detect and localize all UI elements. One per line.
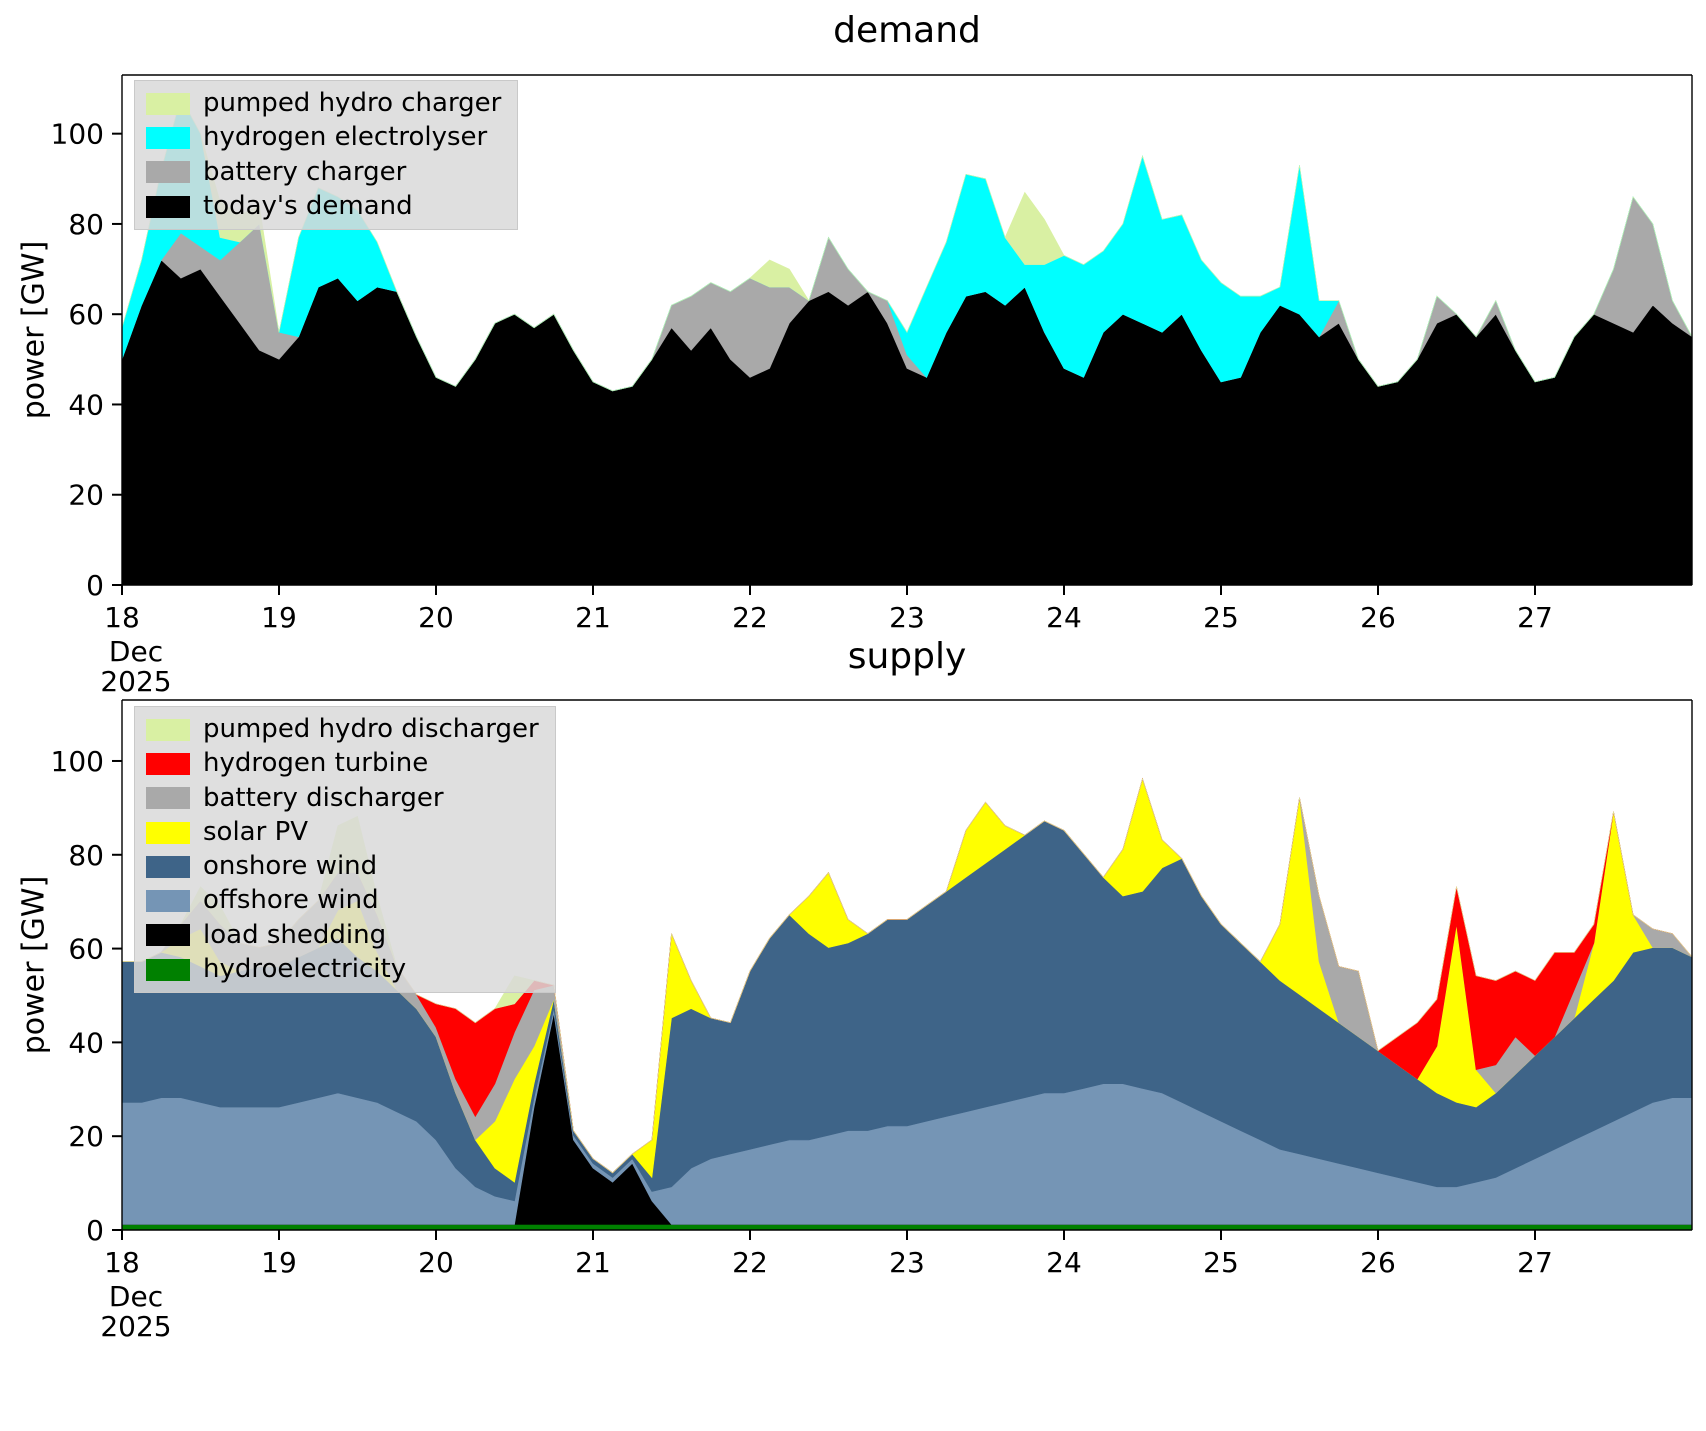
y-tick-label: 20 xyxy=(68,479,104,512)
x-tick-label: 24 xyxy=(1046,601,1082,634)
legend-item: pumped hydro charger xyxy=(146,88,502,118)
x-tick-label: 26 xyxy=(1360,1246,1396,1279)
legend-label: onshore wind xyxy=(203,851,378,882)
legend-label: solar PV xyxy=(203,816,309,847)
legend-label: hydrogen turbine xyxy=(203,748,429,779)
y-tick-label: 60 xyxy=(68,933,104,966)
legend-swatch xyxy=(146,787,190,810)
legend-label: offshore wind xyxy=(203,885,379,916)
legend-swatch xyxy=(146,855,190,878)
legend-swatch xyxy=(146,718,190,741)
x-tick-label: 18 xyxy=(104,601,140,634)
x-tick-label: 21 xyxy=(575,601,611,634)
legend-label: battery charger xyxy=(203,156,407,187)
legend-item: battery discharger xyxy=(146,782,539,813)
x-tick-label: 22 xyxy=(732,601,768,634)
x-axis-note: Dec xyxy=(109,1280,163,1313)
x-tick-label: 23 xyxy=(889,1246,925,1279)
y-tick-label: 0 xyxy=(86,569,104,602)
legend-swatch xyxy=(146,821,190,844)
x-tick-label: 27 xyxy=(1517,1246,1553,1279)
x-tick-label: 21 xyxy=(575,1246,611,1279)
y-tick-label: 0 xyxy=(86,1214,104,1247)
legend-swatch xyxy=(146,924,190,947)
x-tick-label: 24 xyxy=(1046,1246,1082,1279)
legend-label: today's demand xyxy=(203,190,413,221)
x-tick-label: 20 xyxy=(418,1246,454,1279)
legend-swatch xyxy=(146,890,190,913)
legend-swatch xyxy=(146,126,190,149)
x-axis-note: Dec xyxy=(109,635,163,668)
area-hydroelectricity xyxy=(121,1224,1693,1231)
y-tick-label: 80 xyxy=(68,839,104,872)
legend-item: load shedding xyxy=(146,919,539,950)
x-axis-note: 2025 xyxy=(100,1310,171,1343)
y-tick-label: 100 xyxy=(51,745,104,778)
x-tick-label: 25 xyxy=(1203,1246,1239,1279)
legend-swatch xyxy=(146,92,190,115)
legend-item: battery charger xyxy=(146,156,501,187)
legend-demand: pumped hydro charger hydrogen electrolyse… xyxy=(134,80,519,231)
y-tick-label: 20 xyxy=(68,1120,104,1153)
legend-item: hydrogen electrolyser xyxy=(146,122,501,153)
y-tick-label: 40 xyxy=(68,388,104,421)
y-tick-label: 80 xyxy=(68,208,104,241)
x-tick-label: 18 xyxy=(104,1246,140,1279)
legend-item: onshore wind xyxy=(146,851,539,882)
legend-label: hydrogen electrolyser xyxy=(203,122,488,153)
y-tick-label: 60 xyxy=(68,298,104,331)
legend-item: solar PV xyxy=(146,816,539,847)
legend-item: hydroelectricity xyxy=(146,954,539,985)
legend-swatch xyxy=(146,752,190,775)
legend-item: pumped hydro discharger xyxy=(146,714,539,744)
x-tick-label: 22 xyxy=(732,1246,768,1279)
legend-swatch xyxy=(146,195,190,218)
x-tick-label: 20 xyxy=(418,601,454,634)
x-tick-label: 27 xyxy=(1517,601,1553,634)
legend-label: pumped hydro discharger xyxy=(203,714,539,744)
y-tick-label: 40 xyxy=(68,1026,104,1059)
chart-title-demand: demand xyxy=(833,10,981,51)
legend-label: pumped hydro charger xyxy=(203,88,502,118)
y-tick-label: 100 xyxy=(51,118,104,151)
legend-supply: pumped hydro discharger hydrogen turbine b… xyxy=(134,706,556,994)
legend-swatch xyxy=(146,958,190,981)
legend-label: load shedding xyxy=(203,919,387,950)
x-tick-label: 26 xyxy=(1360,601,1396,634)
chart-title-supply: supply xyxy=(847,636,967,677)
x-tick-label: 23 xyxy=(889,601,925,634)
x-tick-label: 25 xyxy=(1203,601,1239,634)
area-todays-demand xyxy=(121,259,1693,586)
legend-item: today's demand xyxy=(146,190,501,221)
legend-swatch xyxy=(146,161,190,184)
legend-item: hydrogen turbine xyxy=(146,748,539,779)
x-axis-note: 2025 xyxy=(100,665,171,698)
legend-item: offshore wind xyxy=(146,887,539,914)
x-tick-label: 19 xyxy=(261,601,297,634)
x-tick-label: 19 xyxy=(261,1246,297,1279)
legend-label: hydroelectricity xyxy=(203,954,407,985)
legend-label: battery discharger xyxy=(203,782,444,813)
